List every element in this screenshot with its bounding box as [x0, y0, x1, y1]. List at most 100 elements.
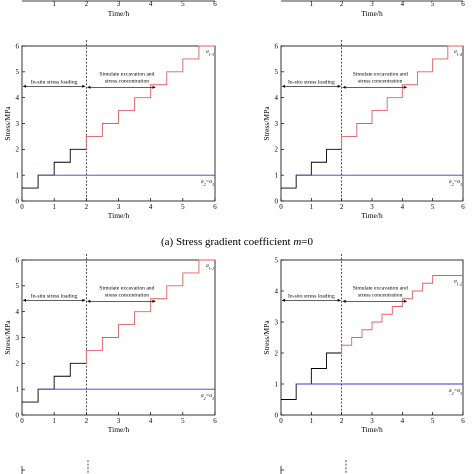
x-tick-label: 3 [370, 417, 374, 425]
y-tick-label: 5 [275, 68, 279, 76]
y-tick-label: 1 [16, 386, 20, 394]
y-tick-label: 4 [275, 287, 279, 295]
x-tick-label: 1 [310, 203, 314, 211]
arrowhead [282, 84, 285, 88]
caption-variable: m [293, 236, 301, 248]
chart-panels: 0 1 2 3 4 5 6 0 1 2 3 4 5 6 Time/h Stress/MPa σ1-3 σ2=σ3 I… [3, 40, 465, 434]
y-tick-label: 0 [275, 411, 279, 419]
sigma1-loading-step-line [22, 148, 87, 189]
y-tick-label: 3 [275, 120, 279, 128]
y-tick-label: 2 [16, 360, 20, 368]
chart-panel-2: 0 1 2 3 4 5 6 0 1 2 3 4 5 6 Time/h Stress/MPa σ1-4 σ2=σ3 I… [262, 40, 465, 220]
series-label: σ2=σ3 [201, 179, 214, 187]
annotation-insitu: In-situ stress loading [31, 293, 78, 299]
partial-x-tick-label: 2 [85, 0, 89, 8]
y-tick-label: 5 [275, 256, 279, 264]
caption-suffix: =0 [301, 236, 313, 248]
chart-panel-1: 0 1 2 3 4 5 6 0 1 2 3 4 5 6 Time/h Stress/MPa σ1-3 σ2=σ3 I… [3, 40, 217, 220]
y-tick-label: 4 [16, 94, 20, 102]
arrowhead [87, 85, 91, 89]
arrowhead [282, 298, 285, 302]
series-label: σ2=σ3 [201, 393, 214, 401]
partial-top-panel-1: 1 2 3 4 5 6 Time/h [22, 0, 217, 18]
annotation-excavation-line1: Simulate excavation and [353, 285, 408, 291]
arrowhead [403, 85, 407, 89]
chart-panel-3: 0 1 2 3 4 5 6 0 1 2 3 4 5 6 Time/h Stress/MPa σ1-1 σ2=σ3 I… [3, 254, 217, 434]
x-tick-label: 5 [431, 417, 435, 425]
partial-top-panel-2: 1 2 3 4 5 6 Time/h [281, 0, 465, 18]
x-tick-label: 3 [117, 203, 121, 211]
x-tick-label: 2 [85, 203, 89, 211]
caption-prefix: (a) Stress gradient coefficient [161, 236, 293, 248]
x-tick-label: 5 [181, 417, 185, 425]
x-tick-label: 1 [52, 203, 56, 211]
y-tick-label: 2 [275, 349, 279, 357]
y-axis-label: Stress/MPa [262, 320, 271, 355]
annotation-excavation-line1: Simulate excavation and [99, 71, 154, 77]
x-axis-label: Time/h [361, 425, 383, 434]
arrowhead [23, 298, 26, 302]
y-tick-label: 2 [275, 146, 279, 154]
partial-x-tick-label: 6 [461, 0, 465, 8]
x-tick-label: 0 [279, 203, 283, 211]
series-label: σ2=σ3 [449, 388, 462, 396]
sigma1-excavation-step-line [85, 45, 215, 150]
arrowhead [337, 84, 341, 88]
partial-x-axis-label: Time/h [108, 9, 130, 18]
sigma1-excavation-step-line [341, 275, 463, 353]
sigma1-excavation-step-line [341, 45, 463, 150]
sigma1-loading-step-line [281, 148, 342, 189]
partial-x-tick-label: 3 [117, 0, 121, 8]
x-tick-label: 5 [181, 203, 185, 211]
sigma1-excavation-step-line [85, 259, 215, 364]
series-label: σ2=σ3 [449, 179, 462, 187]
annotation-excavation-line1: Simulate excavation and [99, 285, 154, 291]
chart-panel-4: 0 1 2 3 4 5 6 0 1 2 3 4 5 Time/h Stress/MPa σ1-2 σ2=σ3 In… [262, 254, 465, 434]
x-axis-label: Time/h [108, 425, 130, 434]
series-label: σ1-4 [454, 49, 462, 57]
x-tick-label: 6 [461, 417, 465, 425]
partial-bottom-panel-1 [21, 460, 89, 474]
arrowhead [342, 299, 346, 303]
arrowhead [403, 299, 407, 303]
series-label: σ1-1 [206, 263, 214, 271]
annotation-excavation-line2: stress concentration [358, 292, 402, 298]
partial-x-tick-label: 1 [310, 0, 314, 8]
annotation-excavation-line2: stress concentration [105, 78, 149, 84]
sigma1-loading-step-line [22, 362, 87, 403]
partial-bottom-panel-2 [280, 460, 347, 474]
y-axis-label: Stress/MPa [262, 106, 271, 141]
annotation-excavation-line2: stress concentration [105, 292, 149, 298]
y-tick-label: 0 [16, 411, 20, 419]
partial-bottom-panels [21, 460, 347, 474]
y-tick-label: 1 [275, 380, 279, 388]
x-axis-label: Time/h [361, 211, 383, 220]
partial-top-panels: 1 2 3 4 5 6 Time/h 1 2 3 4 5 6 Time/h [22, 0, 465, 18]
y-tick-label: 4 [275, 94, 279, 102]
x-tick-label: 4 [149, 417, 153, 425]
y-tick-label: 5 [16, 68, 20, 76]
x-tick-label: 0 [279, 417, 283, 425]
figure-caption: (a) Stress gradient coefficient m=0 [161, 236, 314, 248]
x-tick-label: 2 [340, 417, 344, 425]
annotation-insitu: In-situ stress loading [288, 79, 335, 85]
x-tick-label: 4 [401, 203, 405, 211]
y-tick-label: 1 [275, 172, 279, 180]
x-tick-label: 6 [461, 203, 465, 211]
annotation-insitu: In-situ stress loading [31, 79, 78, 85]
x-tick-label: 4 [401, 417, 405, 425]
sigma1-loading-step-line [281, 352, 342, 400]
y-tick-label: 2 [16, 146, 20, 154]
y-tick-label: 3 [16, 120, 20, 128]
y-tick-label: 0 [275, 197, 279, 205]
x-tick-label: 3 [117, 417, 121, 425]
y-axis-label: Stress/MPa [3, 320, 12, 355]
x-tick-label: 1 [310, 417, 314, 425]
x-tick-label: 0 [20, 203, 24, 211]
arrowhead [87, 299, 91, 303]
series-label: σ1-3 [206, 49, 214, 57]
y-tick-label: 3 [16, 334, 20, 342]
x-tick-label: 6 [213, 417, 217, 425]
annotation-excavation-line1: Simulate excavation and [353, 71, 408, 77]
